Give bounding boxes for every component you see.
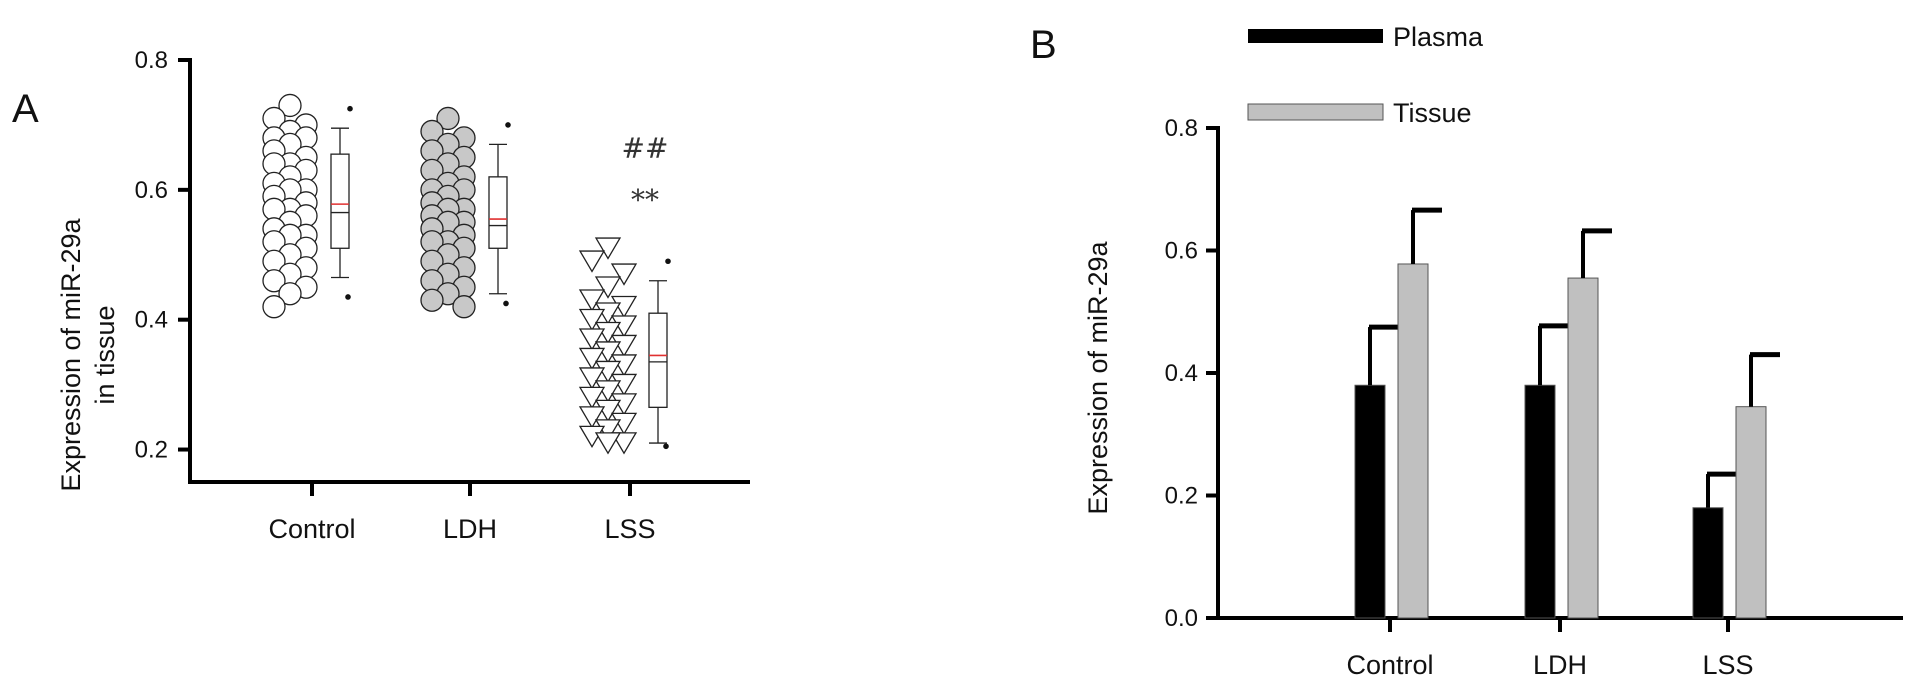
panel-b-y-tick-label: 0.2	[1165, 483, 1198, 510]
panel-a-x-tick-label: LSS	[604, 514, 655, 544]
panel-a-data-point	[262, 269, 286, 293]
panel-a-y-tick-label: 0.4	[135, 307, 168, 334]
panel-b-legend-label: Tissue	[1393, 98, 1472, 128]
panel-a-letter: A	[12, 87, 39, 131]
panel-a-data-point	[452, 295, 476, 319]
panel-b-x-tick-label: Control	[1346, 650, 1433, 680]
panel-a-data-point	[594, 432, 622, 455]
panel-b-y-tick-label: 0.8	[1165, 115, 1198, 142]
panel-b-legend-swatch	[1247, 103, 1384, 121]
panel-a-significance-marker: ##	[622, 132, 669, 165]
panel-a-data-point	[436, 106, 460, 131]
panel-a-data-point	[420, 288, 444, 312]
panel-b-bar	[1397, 263, 1429, 619]
panel-a-ylabel-line1: Expression of miR-29a	[56, 217, 86, 491]
panel-a-data-point	[578, 347, 606, 371]
panel-a-outlier	[663, 443, 669, 450]
panel-b-bar	[1524, 384, 1556, 619]
panel-a-data-point	[578, 328, 606, 351]
panel-a-data-point	[578, 406, 606, 429]
panel-b-x-tick-label: LDH	[1533, 650, 1587, 680]
panel-a-data-point	[578, 367, 606, 390]
panel-b-bar	[1692, 507, 1724, 619]
panel-b-y-tick-label: 0.6	[1165, 238, 1198, 265]
panel-a-data-point	[594, 237, 622, 260]
panel-a-data-point	[610, 432, 638, 455]
panel-b-bar	[1567, 277, 1599, 619]
panel-a-x-tick-label: LDH	[443, 514, 497, 544]
panel-a-ylabel-line2: in tissue	[90, 305, 120, 404]
panel-a-y-tick-label: 0.6	[135, 177, 168, 204]
panel-b-bar	[1735, 406, 1767, 619]
panel-a-data-point	[578, 250, 606, 273]
panel-a-outlier	[505, 122, 511, 128]
panel-a-y-tick-label: 0.2	[135, 437, 168, 464]
panel-a-box	[648, 312, 668, 408]
panel-b-legend-swatch	[1248, 29, 1383, 43]
panel-a-plot: 0.2 0.4 0.6 0.8 Control LDH LSS ## **	[135, 47, 750, 544]
panel-a-data-point	[278, 93, 302, 118]
panel-a-outlier	[345, 294, 351, 300]
panel-a-data-point	[610, 263, 638, 286]
panel-a-x-tick-label: Control	[268, 514, 355, 544]
panel-a-outlier	[503, 300, 509, 307]
panel-a-significance-marker: **	[631, 184, 659, 217]
panel-b-plot: 0.0 0.2 0.4 0.6 0.8 Control LDH LSS Plasma Tissue	[1165, 22, 1903, 680]
panel-a-data-point	[262, 295, 286, 319]
panel-b-legend-label: Plasma	[1393, 22, 1484, 52]
panel-b-y-tick-label: 0.0	[1165, 605, 1198, 632]
panel-b-x-tick-label: LSS	[1702, 650, 1753, 680]
panel-b-letter: B	[1030, 23, 1057, 67]
panel-a-box	[330, 153, 350, 249]
panel-a-data-point	[578, 308, 606, 332]
panel-a-data-point	[578, 289, 606, 312]
panel-b-bar	[1354, 384, 1386, 619]
panel-b-y-tick-label: 0.4	[1165, 360, 1198, 387]
panel-a-data-point	[594, 276, 622, 299]
panel-b-ylabel: Expression of miR-29a	[1083, 240, 1113, 514]
panel-a-outlier	[347, 105, 353, 112]
panel-a-y-tick-label: 0.8	[135, 47, 168, 74]
panel-a-outlier	[665, 258, 671, 265]
panel-a-box	[488, 176, 508, 249]
panel-a-data-point	[278, 282, 302, 306]
panel-a-data-point	[578, 386, 606, 410]
